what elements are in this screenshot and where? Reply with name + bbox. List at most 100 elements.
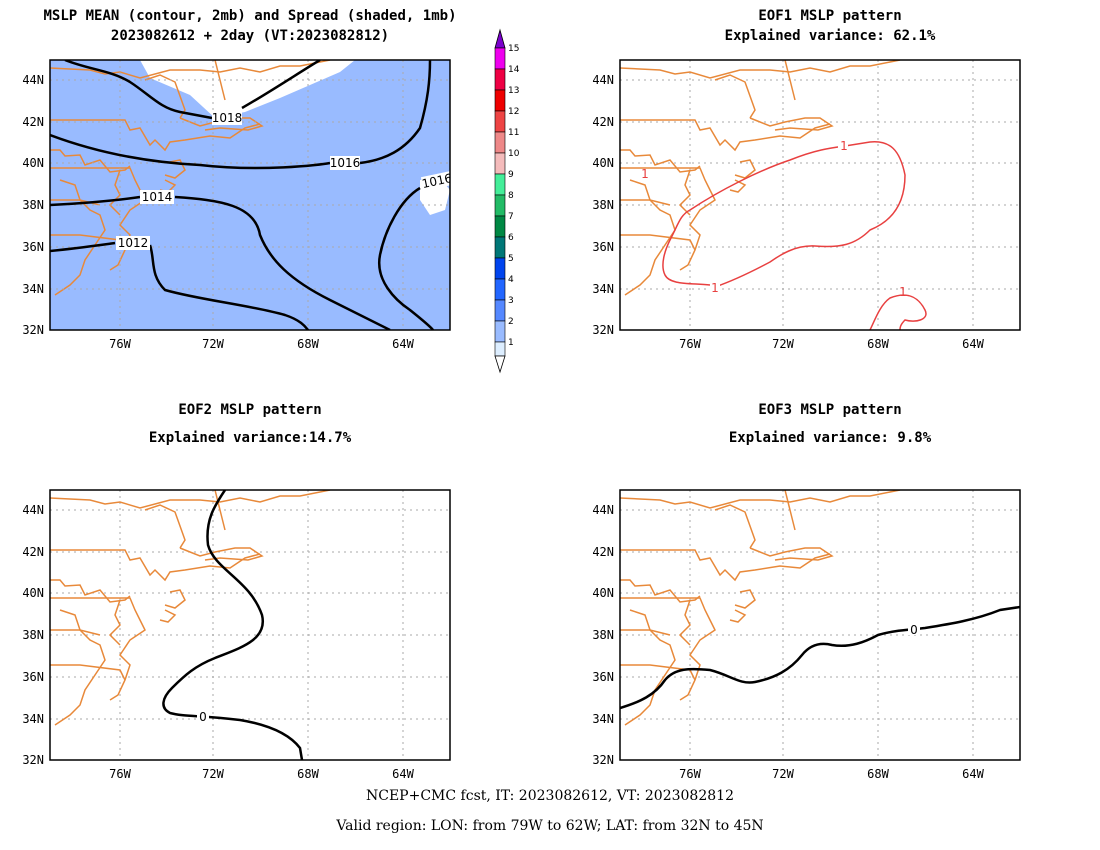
lat-label: 42N bbox=[22, 545, 44, 559]
colorbar-bin-9 bbox=[494, 173, 506, 196]
lon-label: 68W bbox=[867, 767, 889, 780]
lat-label: 36N bbox=[592, 670, 614, 684]
footer-forecast-info: NCEP+CMC fcst, IT: 2023082612, VT: 20230… bbox=[366, 788, 734, 804]
lon-label: 76W bbox=[679, 767, 701, 780]
coastline bbox=[620, 60, 901, 296]
eof3-zero-contour bbox=[620, 605, 1020, 710]
colorbar-label: 2 bbox=[508, 317, 514, 327]
colorbar-label: 10 bbox=[508, 149, 520, 159]
contour-label: 0 bbox=[910, 623, 918, 637]
lat-label: 40N bbox=[592, 586, 614, 600]
panel4-lat-labels: 44N 42N 40N 38N 36N 34N 32N bbox=[592, 503, 614, 767]
coastline bbox=[620, 490, 901, 726]
colorbar-label: 15 bbox=[508, 44, 519, 54]
colorbar-label: 1 bbox=[508, 338, 514, 348]
lat-label: 44N bbox=[592, 73, 614, 87]
panel1-frame bbox=[49, 59, 451, 331]
panel3-title-line2: Explained variance:14.7% bbox=[148, 430, 352, 446]
contour-label: 1 bbox=[711, 281, 719, 295]
colorbar-bin-3 bbox=[494, 299, 506, 322]
lon-label: 64W bbox=[962, 767, 984, 780]
panel1-lon-labels: 76W 72W 68W 64W bbox=[109, 337, 414, 351]
colorbar-bin-11 bbox=[494, 131, 506, 154]
eof1-contour-labels: 1 1 1 1 bbox=[641, 139, 907, 299]
panel4-title: EOF3 MSLP pattern Explained variance: 9.… bbox=[620, 402, 1040, 446]
lat-label: 34N bbox=[22, 282, 44, 296]
lat-label: 42N bbox=[592, 545, 614, 559]
spread-unshaded-area bbox=[50, 60, 355, 118]
panel2-title-line1: EOF1 MSLP pattern bbox=[758, 8, 902, 24]
lat-label: 36N bbox=[592, 240, 614, 254]
panel3-title: EOF2 MSLP pattern Explained variance:14.… bbox=[40, 402, 460, 446]
lat-label: 42N bbox=[22, 115, 44, 129]
contour-label: 1016 bbox=[330, 156, 361, 170]
colorbar-label: 5 bbox=[508, 254, 514, 264]
lat-label: 44N bbox=[22, 73, 44, 87]
colorbar-bin-1 bbox=[494, 341, 506, 357]
panel3-title-line1: EOF2 MSLP pattern bbox=[178, 402, 322, 418]
lat-label: 40N bbox=[22, 156, 44, 170]
lat-label: 32N bbox=[22, 323, 44, 337]
panel3-frame bbox=[49, 489, 451, 761]
coastline bbox=[50, 490, 331, 726]
panel2-lat-labels: 44N 42N 40N 38N 36N 34N 32N bbox=[592, 73, 614, 337]
panel2-title: EOF1 MSLP pattern Explained variance: 62… bbox=[620, 8, 1040, 44]
colorbar-bin-4 bbox=[494, 278, 506, 301]
lat-label: 44N bbox=[22, 503, 44, 517]
contour-label: 1014 bbox=[142, 190, 173, 204]
panel3-lat-labels: 44N 42N 40N 38N 36N 34N 32N bbox=[22, 503, 44, 767]
lat-label: 38N bbox=[22, 198, 44, 212]
lat-label: 38N bbox=[22, 628, 44, 642]
colorbar-bin-2 bbox=[494, 320, 506, 343]
lon-label: 76W bbox=[679, 337, 701, 351]
colorbar-bottom-arrow bbox=[494, 355, 506, 374]
contour-labels: 1018 1016 1014 1012 1016 bbox=[116, 111, 454, 250]
colorbar-label: 13 bbox=[508, 86, 519, 96]
contour-label: 1012 bbox=[118, 236, 149, 250]
eof2-zero-contour bbox=[162, 490, 304, 760]
panel3-map: 0 44N 42N 40N 38N 36N 34N 32N 76W 72W 68… bbox=[22, 489, 451, 780]
colorbar-label: 8 bbox=[508, 191, 514, 201]
panel2-map: 1 1 1 1 44N 42N 40N 38N 36N 34N 32N 76W … bbox=[592, 59, 1021, 351]
panel4-lon-labels: 76W 72W 68W 64W bbox=[679, 767, 984, 780]
lon-label: 68W bbox=[297, 767, 319, 780]
lon-label: 72W bbox=[202, 767, 224, 780]
lon-label: 68W bbox=[867, 337, 889, 351]
panel1-title-line1: MSLP MEAN (contour, 2mb) and Spread (sha… bbox=[43, 8, 457, 24]
mslp-contours bbox=[50, 60, 434, 330]
colorbar-bin-6 bbox=[494, 236, 506, 259]
lat-label: 42N bbox=[592, 115, 614, 129]
colorbar-bin-7 bbox=[494, 215, 506, 238]
coastline bbox=[50, 60, 331, 296]
panel4-map: 0 44N 42N 40N 38N 36N 34N 32N 76W 72W 68… bbox=[592, 489, 1021, 780]
lat-label: 32N bbox=[592, 323, 614, 337]
footer-valid-region: Valid region: LON: from 79W to 62W; LAT:… bbox=[336, 818, 764, 834]
panel1-lat-labels: 44N 42N 40N 38N 36N 34N 32N bbox=[22, 73, 44, 337]
contour-label: 1016 bbox=[421, 171, 454, 191]
colorbar-bin-15 bbox=[494, 47, 506, 70]
contour-label: 1 bbox=[840, 139, 848, 153]
panel1-title: MSLP MEAN (contour, 2mb) and Spread (sha… bbox=[0, 8, 500, 44]
lat-label: 34N bbox=[22, 712, 44, 726]
lat-label: 40N bbox=[22, 586, 44, 600]
panel1-map: 1018 1016 1014 1012 1016 44N 42N 40N 38N… bbox=[22, 59, 454, 351]
panel2-title-line2: Explained variance: 62.1% bbox=[724, 28, 936, 44]
colorbar-bin-5 bbox=[494, 257, 506, 280]
lat-label: 38N bbox=[592, 198, 614, 212]
lon-label: 76W bbox=[109, 337, 131, 351]
panel4-title-line2: Explained variance: 9.8% bbox=[728, 430, 932, 446]
grid bbox=[50, 490, 450, 760]
panel2-frame bbox=[619, 59, 1021, 331]
lon-label: 76W bbox=[109, 767, 131, 780]
lon-label: 68W bbox=[297, 337, 319, 351]
eof1-contours bbox=[662, 141, 927, 330]
lon-label: 72W bbox=[202, 337, 224, 351]
lat-label: 44N bbox=[592, 503, 614, 517]
lat-label: 36N bbox=[22, 240, 44, 254]
colorbar-label: 6 bbox=[508, 233, 514, 243]
contour-label: 1 bbox=[641, 167, 649, 181]
colorbar-bin-13 bbox=[494, 89, 506, 112]
lat-label: 36N bbox=[22, 670, 44, 684]
lat-label: 34N bbox=[592, 712, 614, 726]
colorbar-bin-10 bbox=[494, 152, 506, 175]
